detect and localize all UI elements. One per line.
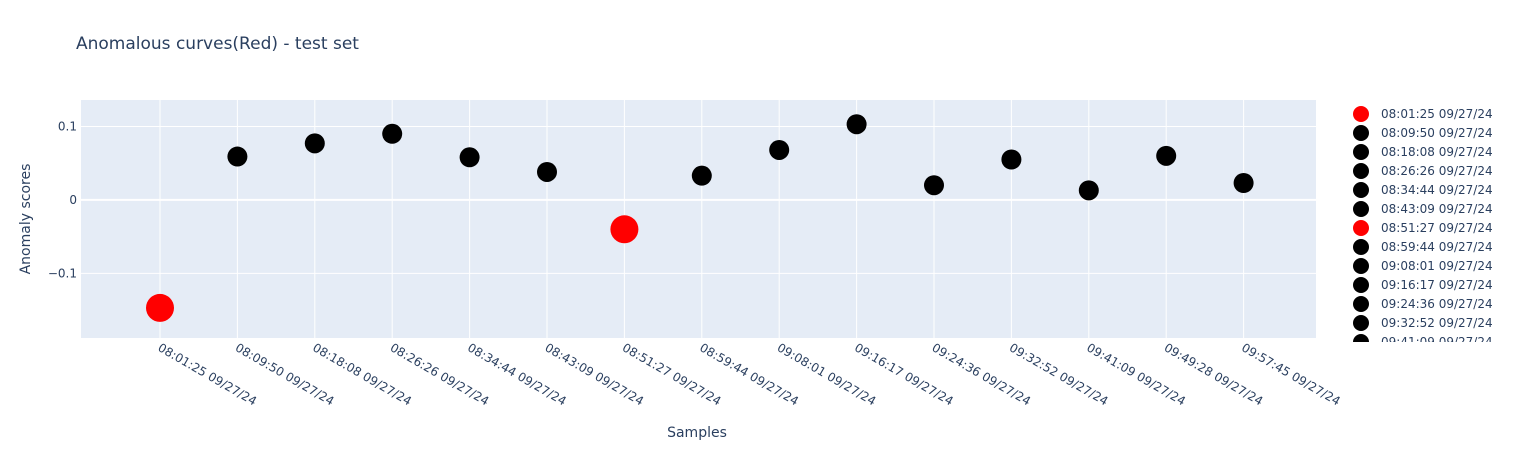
legend-marker [1353,106,1369,122]
legend-marker [1353,372,1369,388]
legend-marker [1353,353,1369,369]
legend[interactable]: 08:01:25 09/27/24 08:09:50 09/27/24 08:18:… [1353,106,1493,388]
legend-label: 09:49:28 09/27/24 [1381,354,1493,368]
legend-label: 08:34:44 09/27/24 [1381,183,1493,197]
legend-item[interactable]: 09:49:28 09/27/24 [1353,353,1493,369]
legend-label: 08:09:50 09/27/24 [1381,126,1493,140]
legend-item[interactable]: 09:08:01 09/27/24 [1353,258,1493,274]
legend-marker [1353,125,1369,141]
legend-marker [1353,239,1369,255]
legend-marker [1353,258,1369,274]
legend-marker [1353,182,1369,198]
legend-marker [1353,296,1369,312]
normal-marker[interactable] [1079,180,1099,200]
normal-marker[interactable] [460,147,480,167]
legend-marker [1353,163,1369,179]
legend-item[interactable]: 09:24:36 09/27/24 [1353,296,1493,312]
y-tick-label: 0 [69,193,77,207]
normal-marker[interactable] [1156,146,1176,166]
legend-label: 08:59:44 09/27/24 [1381,240,1493,254]
chart-title: Anomalous curves(Red) - test set [76,34,359,54]
normal-marker[interactable] [1001,150,1021,170]
normal-marker[interactable] [847,114,867,134]
legend-label: 09:32:52 09/27/24 [1381,316,1493,330]
legend-item[interactable]: 08:43:09 09/27/24 [1353,201,1493,217]
legend-label: 08:43:09 09/27/24 [1381,202,1493,216]
normal-marker[interactable] [1234,173,1254,193]
normal-marker[interactable] [305,133,325,153]
legend-label: 09:08:01 09/27/24 [1381,259,1493,273]
y-axis-title: Anomaly scores [18,164,34,275]
legend-marker [1353,144,1369,160]
normal-marker[interactable] [382,124,402,144]
y-tick-label: −0.1 [48,266,77,280]
normal-marker[interactable] [769,140,789,160]
normal-marker[interactable] [227,147,247,167]
legend-label: 08:01:25 09/27/24 [1381,107,1493,121]
legend-item[interactable]: 08:34:44 09/27/24 [1353,182,1493,198]
x-axis-title: Samples [667,425,727,441]
legend-label: 08:18:08 09/27/24 [1381,145,1493,159]
normal-marker[interactable] [692,166,712,186]
y-tick-labels: −0.1 0 0.1 [48,119,77,280]
legend-item[interactable]: 09:57:45 09/27/24 [1353,372,1493,388]
legend-item[interactable]: 08:01:25 09/27/24 [1353,106,1493,122]
legend-marker [1353,201,1369,217]
legend-item[interactable]: 08:18:08 09/27/24 [1353,144,1493,160]
legend-label: 08:26:26 09/27/24 [1381,164,1493,178]
legend-marker [1353,334,1369,350]
legend-marker [1353,220,1369,236]
legend-item[interactable]: 09:41:09 09/27/24 [1353,334,1493,350]
plot-area [81,100,1316,338]
anomaly-marker[interactable] [610,215,638,243]
y-tick-label: 0.1 [58,119,77,133]
legend-item[interactable]: 09:16:17 09/27/24 [1353,277,1493,293]
normal-marker[interactable] [537,162,557,182]
legend-item[interactable]: 08:59:44 09/27/24 [1353,239,1493,255]
anomaly-marker[interactable] [146,294,174,322]
legend-item[interactable]: 09:32:52 09/27/24 [1353,315,1493,331]
legend-marker [1353,277,1369,293]
legend-marker [1353,315,1369,331]
legend-label: 09:57:45 09/27/24 [1381,373,1493,387]
legend-label: 08:51:27 09/27/24 [1381,221,1493,235]
legend-label: 09:41:09 09/27/24 [1381,335,1493,349]
legend-item[interactable]: 08:51:27 09/27/24 [1353,220,1493,236]
legend-label: 09:24:36 09/27/24 [1381,297,1493,311]
legend-item[interactable]: 08:09:50 09/27/24 [1353,125,1493,141]
legend-item[interactable]: 08:26:26 09/27/24 [1353,163,1493,179]
normal-marker[interactable] [924,175,944,195]
legend-label: 09:16:17 09/27/24 [1381,278,1493,292]
